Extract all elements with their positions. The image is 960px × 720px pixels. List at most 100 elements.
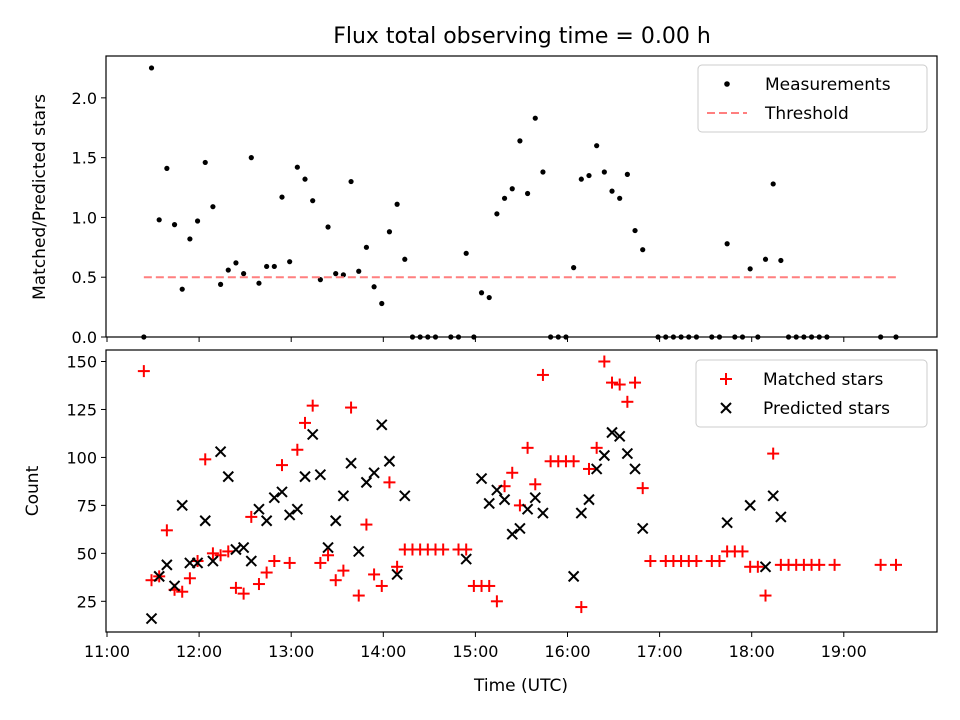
bottom-x-tick-label: 16:00	[544, 642, 590, 661]
measurement-point	[171, 222, 178, 228]
measurement-point	[478, 290, 485, 296]
predicted-star-point	[529, 492, 541, 504]
measurement-point	[501, 195, 508, 201]
predicted-star-point	[391, 568, 403, 581]
predicted-star-point	[207, 555, 219, 567]
measurement-point	[632, 227, 638, 234]
matched-star-point	[813, 558, 826, 571]
matched-star-point	[767, 447, 780, 460]
measurement-point	[256, 280, 262, 286]
predicted-star-point	[575, 507, 588, 519]
legend-measurements-label: Measurements	[765, 75, 891, 95]
predicted-star-point	[191, 557, 204, 569]
matched-star-point	[160, 524, 173, 537]
measurement-point	[187, 236, 193, 242]
predicted-star-point	[721, 516, 733, 529]
matched-star-point	[629, 376, 642, 389]
bottom-plot-marks	[137, 355, 902, 625]
measurement-point	[624, 171, 630, 177]
matched-star-point	[345, 401, 358, 414]
matched-star-point	[229, 581, 242, 594]
top-y-axis-label: Matched/Predicted stars	[30, 94, 50, 300]
measurement-point	[724, 241, 730, 247]
measurement-point	[770, 181, 776, 187]
predicted-star-point	[168, 580, 181, 592]
predicted-star-point	[767, 490, 779, 502]
measurement-point	[532, 115, 538, 121]
matched-star-point	[874, 558, 887, 571]
matched-star-point	[889, 558, 902, 571]
top-legend-box	[697, 64, 928, 133]
measurement-point	[317, 277, 323, 283]
predicted-star-point	[199, 515, 211, 527]
bottom-y-tick-label: 50	[77, 544, 97, 563]
measurement-point	[356, 268, 362, 274]
measurement-point	[225, 267, 231, 273]
predicted-star-point	[253, 503, 265, 515]
matched-star-point	[275, 459, 288, 472]
bottom-y-tick-label: 100	[66, 448, 97, 467]
matched-star-point	[621, 395, 634, 408]
measurement-point	[394, 201, 400, 207]
measurement-point	[148, 65, 155, 71]
predicted-star-point	[567, 570, 580, 583]
predicted-star-point	[775, 511, 787, 523]
bottom-x-tick-label: 14:00	[360, 642, 406, 661]
measurement-point	[762, 256, 769, 262]
predicted-star-point	[475, 472, 488, 485]
measurement-point	[601, 169, 607, 175]
predicted-star-point	[521, 503, 534, 515]
predicted-star-point	[268, 492, 281, 504]
measurement-point	[156, 217, 162, 223]
matched-star-point	[582, 462, 595, 475]
measurement-point	[586, 172, 592, 179]
measurement-point	[194, 218, 201, 224]
matched-star-point	[713, 555, 726, 568]
top-y-tick-label: 1.5	[72, 149, 97, 168]
measurement-point	[333, 271, 339, 277]
bottom-panel: 11:00 12:00 13:00 14:00 15:00 16:00 17:00 18:00…	[23, 349, 938, 696]
bottom-y-tick-label: 150	[66, 353, 97, 372]
matched-star-point	[490, 595, 503, 608]
matched-star-point	[613, 378, 626, 391]
bottom-axes-frame	[105, 349, 938, 633]
matched-star-point	[176, 585, 189, 598]
measurement-point	[279, 194, 285, 200]
predicted-star-point	[291, 503, 304, 515]
matched-star-point	[690, 555, 703, 568]
predicted-star-point	[276, 486, 288, 498]
legend-threshold-label: Threshold	[764, 104, 849, 124]
measurement-point	[287, 259, 293, 265]
measurement-point	[233, 260, 239, 266]
bottom-x-tick-label: 18:00	[729, 642, 775, 661]
top-axis-ticks: 0.0 0.5 1.0 1.5 2.0	[72, 89, 845, 347]
bottom-y-tick-label: 125	[66, 400, 97, 419]
matched-star-point	[521, 441, 534, 454]
predicted-star-point	[383, 455, 396, 467]
matched-star-point	[199, 453, 212, 466]
matched-star-point	[606, 376, 619, 389]
predicted-star-point	[237, 541, 250, 554]
top-panel: 0.00.51.01.52.0 Matched/Predicted stars …	[30, 55, 938, 347]
measurement-point	[571, 265, 577, 271]
matched-star-point	[483, 579, 496, 592]
predicted-star-point	[598, 449, 611, 462]
bottom-legend: Matched stars Predicted stars	[695, 359, 928, 428]
matched-star-point	[644, 555, 657, 568]
bottom-x-tick-label: 15:00	[452, 642, 498, 661]
measurement-point	[379, 300, 385, 307]
matched-star-point	[260, 566, 273, 579]
predicted-star-point	[360, 476, 373, 489]
predicted-star-point	[637, 522, 649, 535]
matched-star-point	[206, 547, 219, 560]
matched-star-point	[252, 578, 265, 591]
legend-measurements-marker	[724, 81, 730, 87]
matched-star-point	[322, 549, 335, 562]
bottom-x-tick-label: 19:00	[821, 642, 867, 661]
predicted-star-point	[161, 559, 173, 571]
predicted-star-point	[399, 490, 411, 502]
matched-star-point	[245, 510, 258, 523]
predicted-star-point	[222, 470, 234, 483]
matched-star-point	[306, 399, 319, 412]
predicted-star-point	[368, 467, 380, 479]
